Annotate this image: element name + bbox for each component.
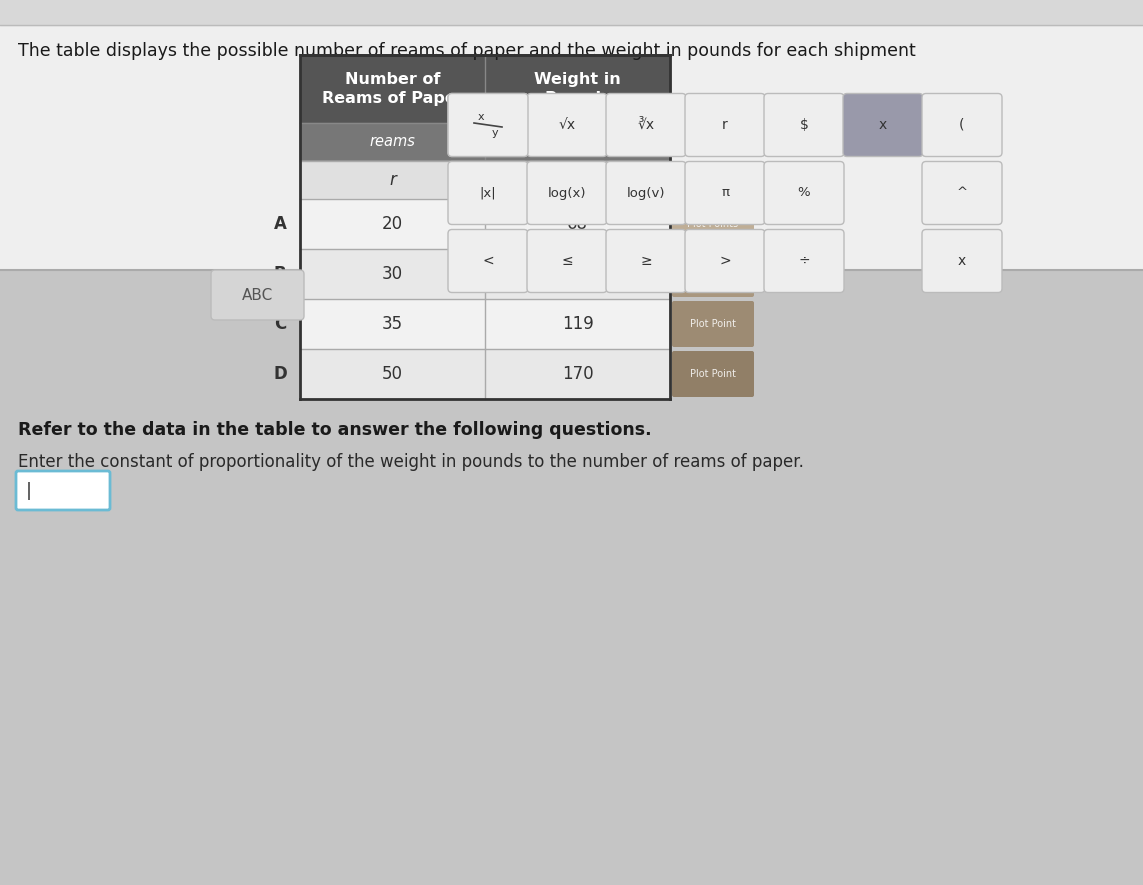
Text: x: x <box>879 118 887 132</box>
Text: 35: 35 <box>382 315 403 333</box>
FancyBboxPatch shape <box>672 351 754 397</box>
Text: p: p <box>573 171 583 189</box>
Text: r: r <box>722 118 728 132</box>
Bar <box>299 55 670 123</box>
FancyBboxPatch shape <box>922 94 1002 157</box>
Text: %: % <box>798 187 810 199</box>
FancyBboxPatch shape <box>672 201 754 247</box>
Bar <box>299 123 670 161</box>
Text: (: ( <box>959 118 965 132</box>
Text: Plot Points: Plot Points <box>687 219 738 229</box>
Text: weight: weight <box>553 135 602 150</box>
Bar <box>0 0 1143 270</box>
FancyBboxPatch shape <box>672 301 754 347</box>
Text: π: π <box>721 187 729 199</box>
Text: 30: 30 <box>382 265 403 283</box>
Text: Enter the constant of proportionality of the weight in pounds to the number of r: Enter the constant of proportionality of… <box>18 453 804 471</box>
Bar <box>299 249 670 299</box>
Text: ≤: ≤ <box>561 254 573 268</box>
FancyBboxPatch shape <box>606 161 686 225</box>
Text: reams: reams <box>369 135 415 150</box>
Text: Plot Point: Plot Point <box>690 269 736 279</box>
Text: x/y: x/y <box>478 118 498 132</box>
Text: $: $ <box>800 118 808 132</box>
Text: B: B <box>273 265 286 283</box>
Text: 170: 170 <box>561 365 593 383</box>
Text: Plot Point: Plot Point <box>690 319 736 329</box>
FancyBboxPatch shape <box>527 161 607 225</box>
FancyBboxPatch shape <box>211 270 304 320</box>
FancyBboxPatch shape <box>685 94 765 157</box>
FancyBboxPatch shape <box>527 94 607 157</box>
FancyBboxPatch shape <box>448 94 528 157</box>
Text: 102: 102 <box>561 265 593 283</box>
Text: D: D <box>273 365 287 383</box>
FancyBboxPatch shape <box>922 229 1002 293</box>
Text: 68: 68 <box>567 215 588 233</box>
FancyBboxPatch shape <box>764 94 844 157</box>
Bar <box>299 349 670 399</box>
Text: 119: 119 <box>561 315 593 333</box>
Text: log(x): log(x) <box>547 187 586 199</box>
FancyBboxPatch shape <box>764 229 844 293</box>
FancyBboxPatch shape <box>922 161 1002 225</box>
Bar <box>299 299 670 349</box>
FancyBboxPatch shape <box>448 94 528 157</box>
FancyBboxPatch shape <box>448 229 528 293</box>
Bar <box>0 270 1143 885</box>
Text: ^: ^ <box>957 187 968 199</box>
FancyBboxPatch shape <box>527 229 607 293</box>
Text: |x|: |x| <box>480 187 496 199</box>
Text: A: A <box>273 215 287 233</box>
Text: Weight in
Pounds: Weight in Pounds <box>534 72 621 106</box>
Text: √x: √x <box>559 118 576 132</box>
Text: y: y <box>491 128 498 138</box>
Text: 50: 50 <box>382 365 403 383</box>
Text: <: < <box>482 254 494 268</box>
FancyBboxPatch shape <box>448 161 528 225</box>
Text: Plot Point: Plot Point <box>690 369 736 379</box>
FancyBboxPatch shape <box>606 229 686 293</box>
FancyBboxPatch shape <box>764 161 844 225</box>
Text: log(v): log(v) <box>626 187 665 199</box>
Text: ≥: ≥ <box>640 254 652 268</box>
Text: C: C <box>274 315 286 333</box>
Bar <box>0 0 1143 25</box>
Text: 20: 20 <box>382 215 403 233</box>
Text: r: r <box>389 171 395 189</box>
Text: The table displays the possible number of reams of paper and the weight in pound: The table displays the possible number o… <box>18 42 916 60</box>
FancyBboxPatch shape <box>672 251 754 297</box>
Text: x: x <box>478 112 485 122</box>
Text: Number of
Reams of Paper: Number of Reams of Paper <box>321 72 463 106</box>
Text: Refer to the data in the table to answer the following questions.: Refer to the data in the table to answer… <box>18 421 652 439</box>
FancyBboxPatch shape <box>685 161 765 225</box>
Text: ABC: ABC <box>241 288 273 303</box>
Text: |: | <box>26 482 32 500</box>
Text: ∛x: ∛x <box>638 118 655 132</box>
FancyBboxPatch shape <box>606 94 686 157</box>
Text: >: > <box>719 254 730 268</box>
FancyBboxPatch shape <box>16 471 110 510</box>
Bar <box>299 161 670 199</box>
Text: ÷: ÷ <box>798 254 809 268</box>
Text: x: x <box>958 254 966 268</box>
FancyBboxPatch shape <box>844 94 924 157</box>
Bar <box>299 199 670 249</box>
FancyBboxPatch shape <box>685 229 765 293</box>
